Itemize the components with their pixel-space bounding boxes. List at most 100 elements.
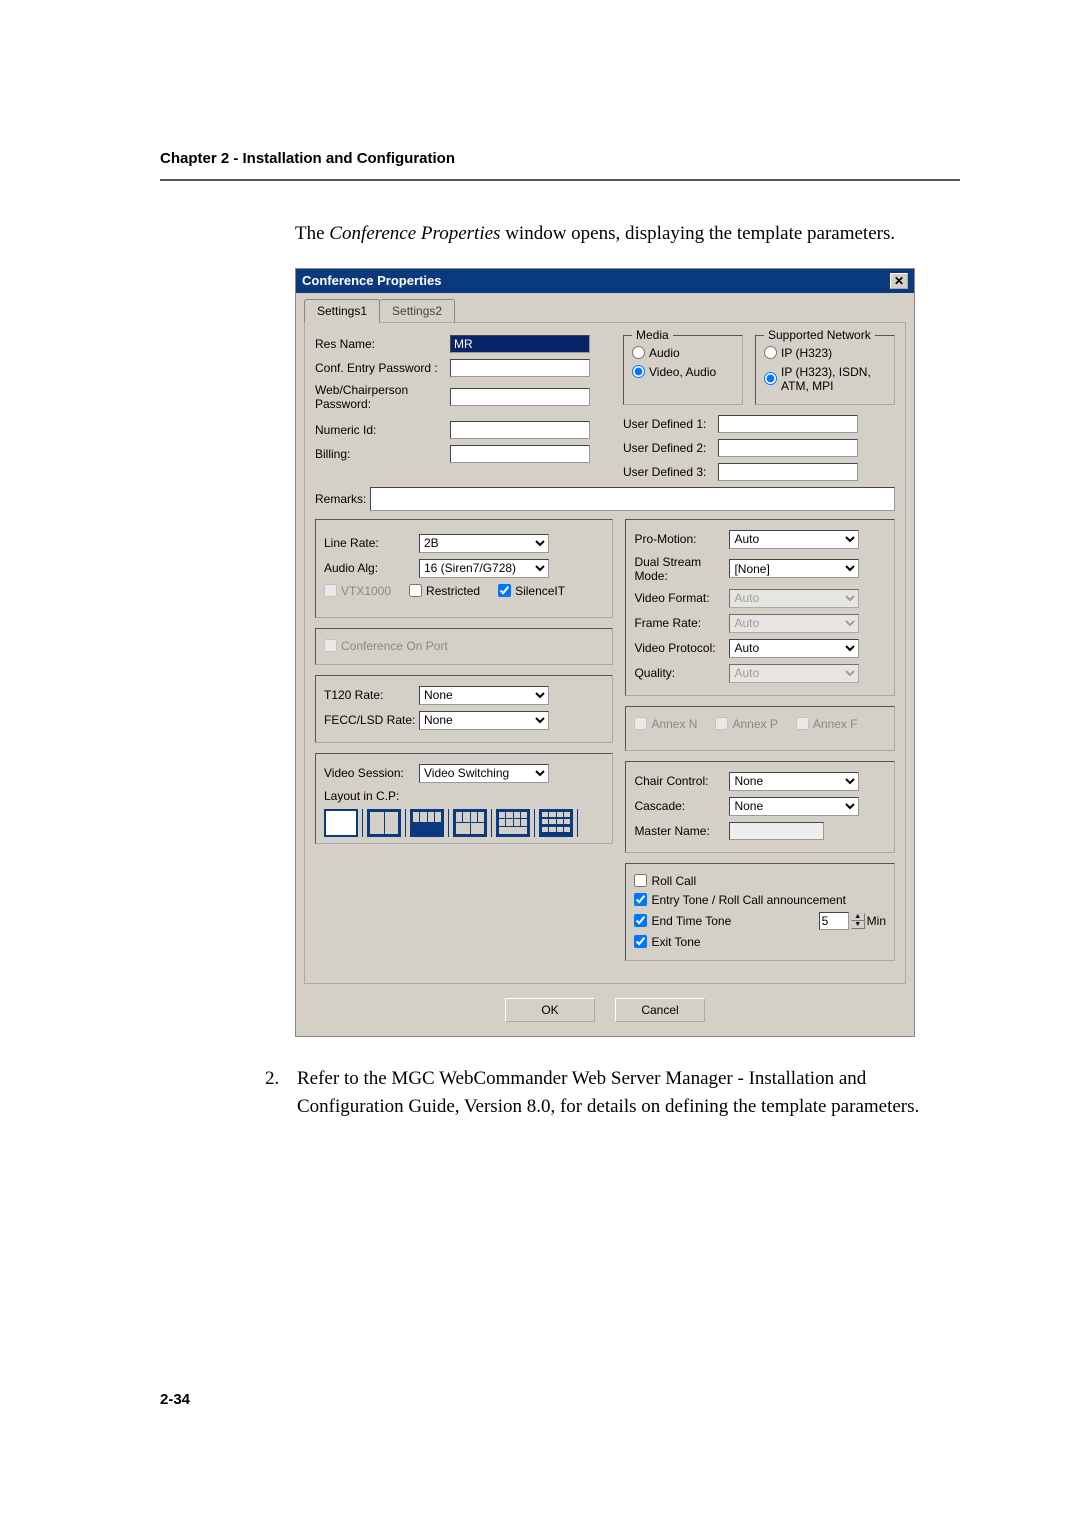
remarks-input[interactable] bbox=[370, 487, 895, 511]
chaircontrol-select[interactable]: None bbox=[729, 772, 859, 791]
layout-6-icon[interactable] bbox=[453, 809, 487, 837]
billing-label: Billing: bbox=[315, 447, 450, 461]
audioalg-select[interactable]: 16 (Siren7/G728) bbox=[419, 559, 549, 578]
ok-button[interactable]: OK bbox=[505, 998, 595, 1022]
chapter-header: Chapter 2 - Installation and Configurati… bbox=[160, 150, 960, 167]
cascade-label: Cascade: bbox=[634, 799, 729, 813]
radio-ipisdn[interactable] bbox=[764, 372, 777, 385]
annexp-checkbox bbox=[715, 717, 728, 730]
videoformat-select: Auto bbox=[729, 589, 859, 608]
layout-1-icon[interactable] bbox=[324, 809, 358, 837]
videosession-select[interactable]: Video Switching bbox=[419, 764, 549, 783]
exittone-label: Exit Tone bbox=[651, 935, 700, 949]
audioalg-label: Audio Alg: bbox=[324, 561, 419, 575]
dualstream-select[interactable]: [None] bbox=[729, 559, 859, 578]
layout-4-icon[interactable] bbox=[410, 809, 444, 837]
vtx1000-label: VTX1000 bbox=[341, 584, 391, 598]
fecc-select[interactable]: None bbox=[419, 711, 549, 730]
quality-label: Quality: bbox=[634, 666, 729, 680]
tab-settings1[interactable]: Settings1 bbox=[304, 299, 380, 323]
videoaudio-label: Video, Audio bbox=[649, 365, 716, 379]
userdef2-input[interactable] bbox=[718, 439, 858, 457]
intro-prefix: The bbox=[295, 223, 329, 244]
entrytone-label: Entry Tone / Roll Call announcement bbox=[651, 893, 846, 907]
linerate-select[interactable]: 2B bbox=[419, 534, 549, 553]
endtime-input[interactable] bbox=[819, 912, 849, 930]
t120rate-select[interactable]: None bbox=[419, 686, 549, 705]
tabs: Settings1 Settings2 bbox=[296, 293, 914, 322]
min-label: Min bbox=[867, 914, 886, 928]
silenceit-checkbox[interactable] bbox=[498, 584, 511, 597]
layout-2-icon[interactable] bbox=[367, 809, 401, 837]
rollcall-label: Roll Call bbox=[651, 874, 696, 888]
restricted-label: Restricted bbox=[426, 584, 480, 598]
tab-settings2[interactable]: Settings2 bbox=[379, 299, 455, 322]
radio-ip[interactable] bbox=[764, 346, 777, 359]
webchair-input[interactable] bbox=[450, 388, 590, 406]
userdef3-input[interactable] bbox=[718, 463, 858, 481]
numericid-label: Numeric Id: bbox=[315, 423, 450, 437]
settings-panel: Res Name: Conf. Entry Password : Web/Cha… bbox=[304, 322, 906, 984]
annexf-label: Annex F bbox=[813, 717, 858, 731]
confentry-label: Conf. Entry Password : bbox=[315, 361, 450, 375]
layout-label: Layout in C.P: bbox=[324, 789, 604, 803]
entrytone-checkbox[interactable] bbox=[634, 893, 647, 906]
page-number: 2-34 bbox=[160, 1391, 190, 1408]
header-divider bbox=[160, 179, 960, 181]
rollcall-checkbox[interactable] bbox=[634, 874, 647, 887]
endtime-spinner[interactable]: ▲▼ bbox=[851, 913, 865, 929]
dualstream-label: Dual Stream Mode: bbox=[634, 555, 729, 583]
audio-label: Audio bbox=[649, 346, 680, 360]
annexp-label: Annex P bbox=[732, 717, 777, 731]
fecc-label: FECC/LSD Rate: bbox=[324, 713, 419, 727]
step-2: 2. Refer to the MGC WebCommander Web Ser… bbox=[265, 1065, 960, 1122]
billing-input[interactable] bbox=[450, 445, 590, 463]
conference-properties-dialog: Conference Properties ✕ Settings1 Settin… bbox=[295, 268, 915, 1037]
radio-videoaudio[interactable] bbox=[632, 365, 645, 378]
layout-16-icon[interactable] bbox=[539, 809, 573, 837]
exittone-checkbox[interactable] bbox=[634, 935, 647, 948]
numericid-input[interactable] bbox=[450, 421, 590, 439]
resname-input[interactable] bbox=[450, 335, 590, 353]
quality-select: Auto bbox=[729, 664, 859, 683]
remarks-label: Remarks: bbox=[315, 492, 370, 506]
cancel-button[interactable]: Cancel bbox=[615, 998, 705, 1022]
endtimetone-label: End Time Tone bbox=[651, 914, 731, 928]
step-body: Refer to the MGC WebCommander Web Server… bbox=[297, 1065, 960, 1122]
framerate-label: Frame Rate: bbox=[634, 616, 729, 630]
layout-9-icon[interactable] bbox=[496, 809, 530, 837]
videoprotocol-select[interactable]: Auto bbox=[729, 639, 859, 658]
mastername-input bbox=[729, 822, 824, 840]
layout-icons bbox=[324, 809, 604, 837]
restricted-checkbox[interactable] bbox=[409, 584, 422, 597]
t120rate-label: T120 Rate: bbox=[324, 688, 419, 702]
intro-suffix: window opens, displaying the template pa… bbox=[500, 223, 895, 244]
annexn-checkbox bbox=[634, 717, 647, 730]
intro-paragraph: The Conference Properties window opens, … bbox=[295, 221, 960, 248]
userdef3-label: User Defined 3: bbox=[623, 465, 718, 479]
silenceit-label: SilenceIT bbox=[515, 584, 565, 598]
radio-audio[interactable] bbox=[632, 346, 645, 359]
network-legend: Supported Network bbox=[764, 328, 875, 342]
resname-label: Res Name: bbox=[315, 337, 450, 351]
linerate-label: Line Rate: bbox=[324, 536, 419, 550]
chaircontrol-label: Chair Control: bbox=[634, 774, 729, 788]
mastername-label: Master Name: bbox=[634, 824, 729, 838]
titlebar-text: Conference Properties bbox=[302, 273, 441, 288]
userdef2-label: User Defined 2: bbox=[623, 441, 718, 455]
promotion-label: Pro-Motion: bbox=[634, 532, 729, 546]
videoprotocol-label: Video Protocol: bbox=[634, 641, 729, 655]
videosession-label: Video Session: bbox=[324, 766, 419, 780]
titlebar: Conference Properties ✕ bbox=[296, 269, 914, 293]
confonport-checkbox bbox=[324, 639, 337, 652]
confentry-input[interactable] bbox=[450, 359, 590, 377]
endtimetone-checkbox[interactable] bbox=[634, 914, 647, 927]
promotion-select[interactable]: Auto bbox=[729, 530, 859, 549]
vtx1000-checkbox bbox=[324, 584, 337, 597]
close-icon[interactable]: ✕ bbox=[890, 273, 908, 289]
userdef1-input[interactable] bbox=[718, 415, 858, 433]
step-number: 2. bbox=[265, 1065, 297, 1122]
cascade-select[interactable]: None bbox=[729, 797, 859, 816]
media-legend: Media bbox=[632, 328, 673, 342]
videoformat-label: Video Format: bbox=[634, 591, 729, 605]
